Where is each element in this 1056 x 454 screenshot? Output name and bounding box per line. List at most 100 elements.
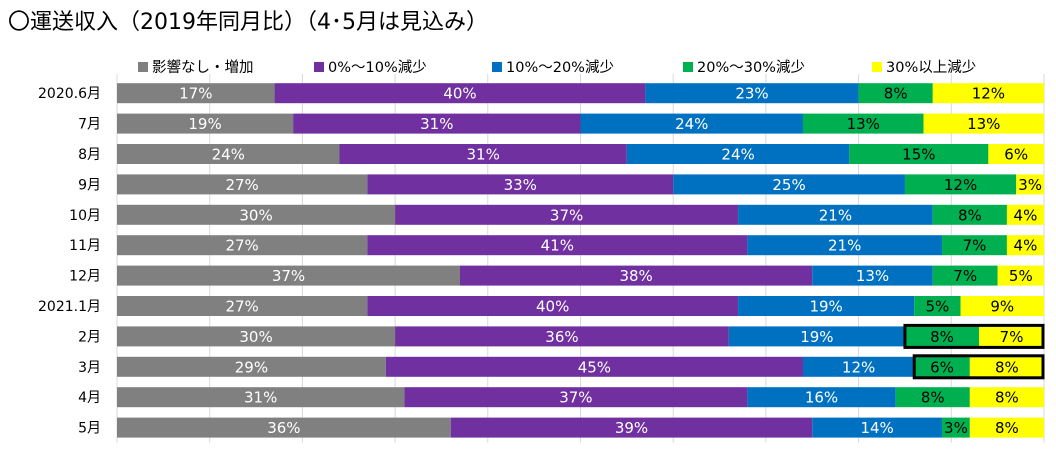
legend-item-no-impact: 影響なし・増加 (138, 56, 254, 77)
data-label: 37% (550, 206, 583, 224)
bar-segment (914, 296, 961, 316)
data-label: 29% (235, 358, 268, 376)
data-label: 45% (578, 358, 611, 376)
data-label: 37% (559, 389, 592, 407)
category-label: 3月 (78, 360, 101, 376)
bar-segment (969, 417, 1044, 438)
data-label: 7% (1000, 328, 1024, 346)
legend-label: 20%～30%減少 (697, 60, 805, 76)
data-label: 33% (504, 176, 537, 194)
category-label: 5月 (78, 421, 101, 437)
data-label: 24% (212, 146, 245, 164)
bar-segment (923, 113, 1044, 134)
bar-segment (626, 144, 850, 164)
legend-swatch (872, 62, 882, 72)
data-label: 16% (805, 389, 838, 407)
data-label: 8% (995, 419, 1019, 437)
bar-segment (117, 417, 451, 438)
data-label: 3% (1018, 176, 1042, 194)
bar-segment (274, 83, 646, 104)
bar-segment (450, 417, 813, 438)
data-label: 41% (541, 237, 574, 255)
bar-segment (858, 83, 933, 104)
bar-segment (932, 83, 1044, 104)
data-label: 25% (772, 176, 805, 194)
legend-swatch (683, 62, 693, 72)
bar-segment (738, 296, 915, 316)
category-label: 8月 (78, 147, 101, 163)
data-label: 7% (953, 267, 977, 285)
data-label: 8% (930, 328, 954, 346)
data-label: 13% (856, 267, 889, 285)
bar-segment (117, 296, 368, 316)
bar-segment (932, 265, 998, 286)
highlight-box (903, 323, 1045, 349)
bar-segment (979, 326, 1044, 347)
data-label: 39% (615, 419, 648, 437)
highlight-box (912, 354, 1045, 380)
bar-segment (728, 326, 905, 347)
data-label: 5% (1009, 267, 1033, 285)
data-label: 40% (443, 85, 476, 103)
legend-label: 10%～20%減少 (506, 60, 614, 76)
bar-segment (339, 144, 627, 164)
bar-segment (117, 174, 368, 195)
data-label: 8% (884, 85, 908, 103)
data-label: 5% (925, 298, 949, 316)
data-label: 3% (944, 419, 968, 437)
bar-segment (367, 235, 748, 256)
data-label: 12% (944, 176, 977, 194)
bar-segment (580, 113, 803, 134)
bar-segment (645, 83, 859, 104)
data-label: 8% (995, 389, 1019, 407)
data-label: 27% (225, 176, 258, 194)
bar-segment (1006, 204, 1044, 225)
bar-segment (117, 113, 294, 134)
data-label: 9% (990, 298, 1014, 316)
data-label: 40% (536, 298, 569, 316)
bar-segment (849, 144, 989, 164)
bar-segment (932, 204, 1007, 225)
bar-segment (117, 83, 275, 104)
category-label: 7月 (78, 117, 101, 133)
data-label: 8% (921, 389, 945, 407)
data-label: 24% (675, 115, 708, 133)
bar-segment (395, 326, 729, 347)
data-label: 7% (963, 237, 987, 255)
bar-segment (367, 296, 739, 316)
data-label: 12% (972, 85, 1005, 103)
data-label: 31% (420, 115, 453, 133)
bar-segment (1006, 235, 1044, 256)
bar-segment (117, 387, 405, 408)
data-label: 13% (847, 115, 880, 133)
bar-segment (969, 356, 1044, 377)
bar-segment (988, 144, 1044, 164)
legend-label: 影響なし・増加 (152, 60, 254, 76)
bar-segment (960, 296, 1044, 316)
data-label: 17% (179, 85, 212, 103)
bar-segment (117, 235, 368, 256)
data-label: 6% (930, 358, 954, 376)
data-label: 27% (225, 237, 258, 255)
data-label: 19% (188, 115, 221, 133)
bar-segment (812, 417, 943, 438)
data-label: 12% (842, 358, 875, 376)
data-label: 4% (1014, 206, 1038, 224)
bar-segment (738, 204, 933, 225)
bar-segment (997, 265, 1044, 286)
data-label: 30% (239, 206, 272, 224)
bar-segment (747, 235, 943, 256)
data-label: 24% (721, 146, 754, 164)
category-label: 2020.6月 (38, 86, 101, 102)
data-label: 14% (860, 419, 893, 437)
bar-segment (385, 356, 803, 377)
category-label: 9月 (78, 177, 101, 193)
data-label: 4% (1014, 237, 1038, 255)
data-label: 37% (272, 267, 305, 285)
data-label: 19% (800, 328, 833, 346)
category-label: 2月 (78, 329, 101, 345)
data-label: 21% (819, 206, 852, 224)
bar-segment (747, 387, 896, 408)
data-label: 23% (735, 85, 768, 103)
category-label: 2021.1月 (38, 299, 101, 315)
